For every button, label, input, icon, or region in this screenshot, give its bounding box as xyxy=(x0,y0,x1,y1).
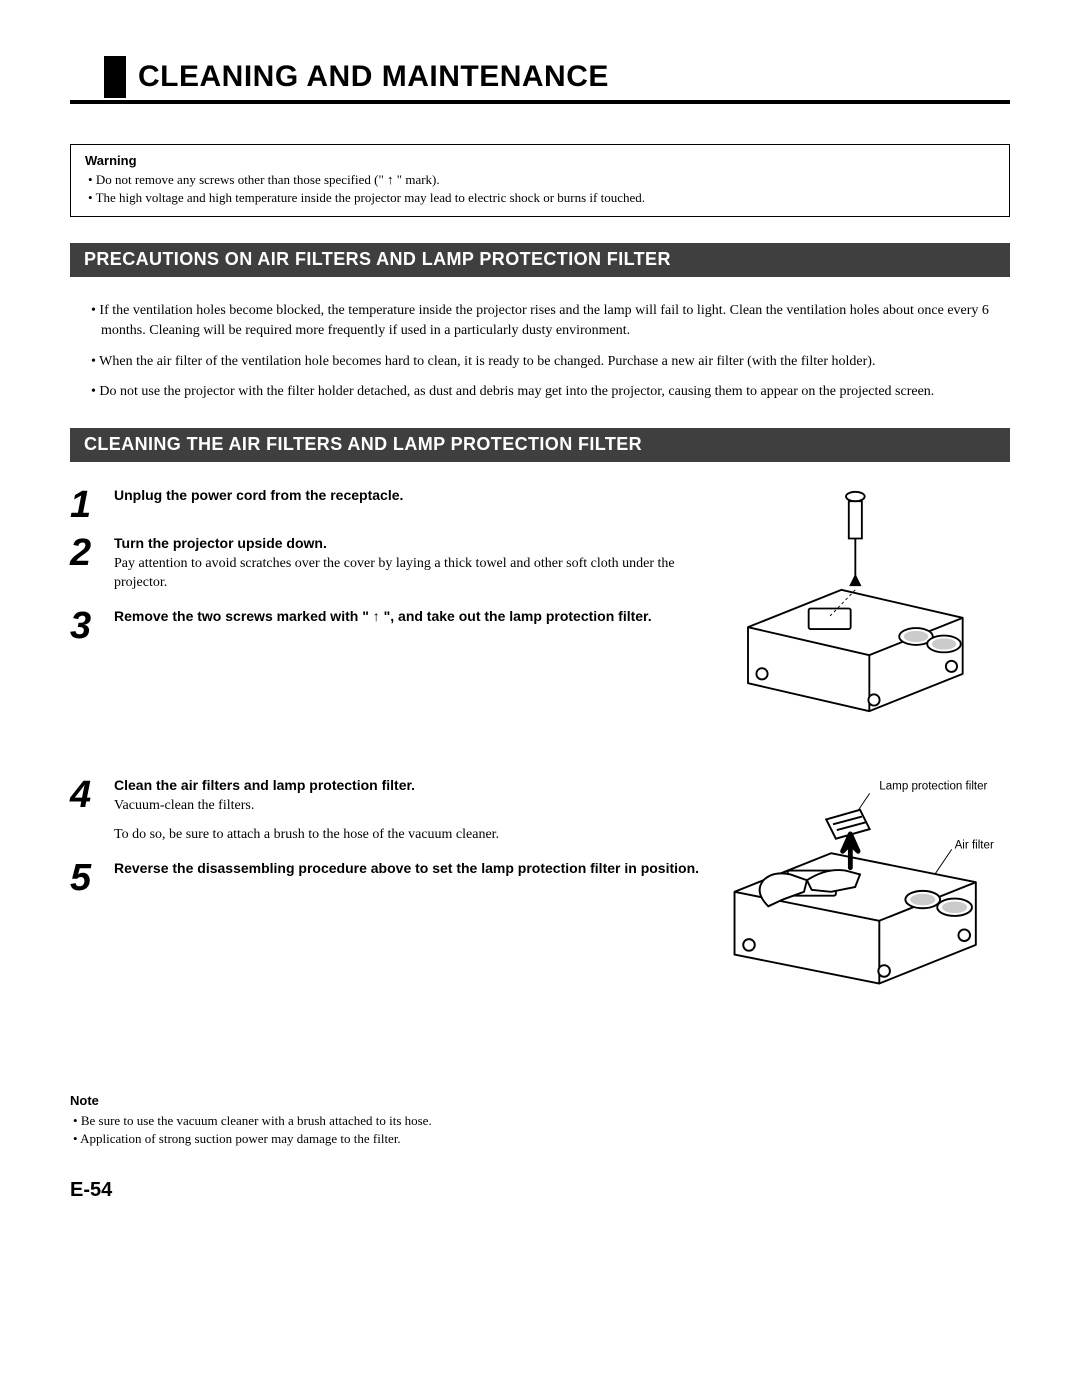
step-heading: Reverse the disassembling procedure abov… xyxy=(114,859,699,878)
step-paragraph: Vacuum-clean the filters. xyxy=(114,797,499,816)
section-heading-cleaning: CLEANING THE AIR FILTERS AND LAMP PROTEC… xyxy=(70,428,1010,462)
note-block: Note Be sure to use the vacuum cleaner w… xyxy=(70,1093,1010,1148)
step-heading: Remove the two screws marked with " ↑ ",… xyxy=(114,607,652,626)
warning-box: Warning Do not remove any screws other t… xyxy=(70,144,1010,217)
step-paragraph: Pay attention to avoid scratches over th… xyxy=(114,555,700,593)
page-title: CLEANING AND MAINTENANCE xyxy=(138,60,1010,94)
warning-item: Do not remove any screws other than thos… xyxy=(85,171,995,189)
step-number: 4 xyxy=(70,776,114,812)
step-2: 2 Turn the projector upside down. Pay at… xyxy=(70,534,700,595)
step-number: 5 xyxy=(70,859,114,895)
title-underline xyxy=(70,100,1010,104)
step-heading: Unplug the power cord from the receptacl… xyxy=(114,486,403,505)
diagram-filter: Lamp protection filter Air filter xyxy=(710,776,1010,1003)
page-header: CLEANING AND MAINTENANCE xyxy=(70,60,1010,104)
step-number: 2 xyxy=(70,534,114,570)
step-number: 3 xyxy=(70,607,114,643)
page-number: E-54 xyxy=(70,1179,1010,1202)
note-heading: Note xyxy=(70,1093,1010,1108)
step-5: 5 Reverse the disassembling procedure ab… xyxy=(70,859,700,895)
label-lamp-filter: Lamp protection filter xyxy=(879,781,987,793)
precaution-item: Do not use the projector with the filter… xyxy=(88,382,1010,402)
steps-column: 4 Clean the air filters and lamp protect… xyxy=(70,776,710,907)
note-item: Be sure to use the vacuum cleaner with a… xyxy=(70,1112,1010,1130)
note-list: Be sure to use the vacuum cleaner with a… xyxy=(70,1112,1010,1148)
step-3: 3 Remove the two screws marked with " ↑ … xyxy=(70,607,700,643)
label-air-filter: Air filter xyxy=(955,840,994,852)
projector-diagram-2: Lamp protection filter Air filter xyxy=(715,776,1005,998)
steps-block-2: 4 Clean the air filters and lamp protect… xyxy=(70,776,1010,1003)
precaution-item: If the ventilation holes become blocked,… xyxy=(88,301,1010,342)
precaution-item: When the air filter of the ventilation h… xyxy=(88,352,1010,372)
warning-list: Do not remove any screws other than thos… xyxy=(85,171,995,206)
section-heading-precautions: PRECAUTIONS ON AIR FILTERS AND LAMP PROT… xyxy=(70,243,1010,277)
steps-column: 1 Unplug the power cord from the recepta… xyxy=(70,486,710,655)
warning-item: The high voltage and high temperature in… xyxy=(85,189,995,207)
step-1: 1 Unplug the power cord from the recepta… xyxy=(70,486,700,522)
diagram-screwdriver xyxy=(710,486,1010,736)
precautions-list: If the ventilation holes become blocked,… xyxy=(88,301,1010,402)
title-accent-block xyxy=(104,56,126,98)
step-4: 4 Clean the air filters and lamp protect… xyxy=(70,776,700,847)
steps-block-1: 1 Unplug the power cord from the recepta… xyxy=(70,486,1010,736)
step-heading: Clean the air filters and lamp protectio… xyxy=(114,776,499,795)
warning-heading: Warning xyxy=(85,153,995,168)
projector-diagram-1 xyxy=(720,486,1000,731)
step-number: 1 xyxy=(70,486,114,522)
step-paragraph: To do so, be sure to attach a brush to t… xyxy=(114,826,499,845)
note-item: Application of strong suction power may … xyxy=(70,1130,1010,1148)
step-heading: Turn the projector upside down. xyxy=(114,534,700,553)
